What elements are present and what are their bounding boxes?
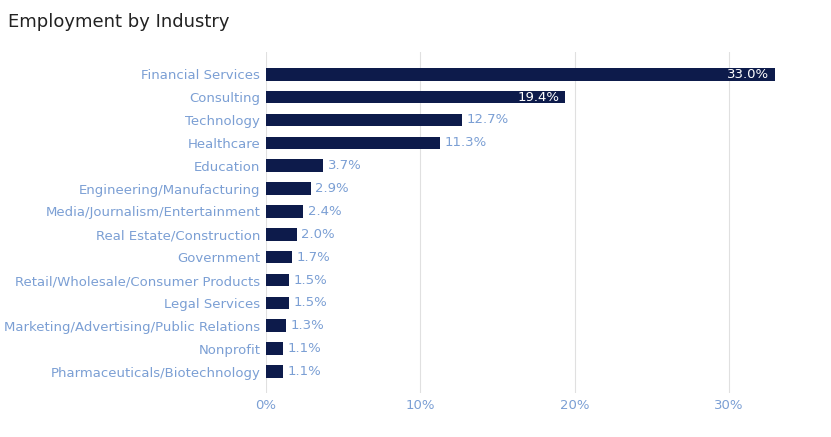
Bar	[266, 319, 286, 332]
Bar	[266, 297, 289, 309]
Bar	[266, 114, 462, 126]
Text: 2.0%: 2.0%	[302, 228, 335, 241]
Bar	[266, 342, 283, 355]
Bar	[266, 182, 311, 195]
Text: 1.1%: 1.1%	[288, 342, 322, 355]
Text: 11.3%: 11.3%	[445, 136, 487, 149]
Bar	[266, 136, 440, 149]
Text: 33.0%: 33.0%	[727, 68, 769, 81]
Text: 1.7%: 1.7%	[297, 251, 331, 264]
Text: 12.7%: 12.7%	[466, 114, 509, 126]
Bar	[266, 251, 293, 264]
Bar	[266, 228, 297, 241]
Bar	[266, 160, 323, 172]
Text: 2.4%: 2.4%	[307, 205, 342, 218]
Text: 1.5%: 1.5%	[293, 296, 327, 309]
Text: Employment by Industry: Employment by Industry	[8, 13, 230, 31]
Text: 1.5%: 1.5%	[293, 274, 327, 287]
Text: 19.4%: 19.4%	[517, 90, 559, 104]
Text: 1.3%: 1.3%	[291, 319, 324, 332]
Bar	[266, 205, 303, 218]
Bar	[266, 91, 565, 104]
Text: 2.9%: 2.9%	[315, 182, 349, 195]
Text: 1.1%: 1.1%	[288, 365, 322, 378]
Bar	[266, 68, 775, 80]
Bar	[266, 365, 283, 378]
Text: 3.7%: 3.7%	[327, 159, 361, 172]
Bar	[266, 274, 289, 286]
